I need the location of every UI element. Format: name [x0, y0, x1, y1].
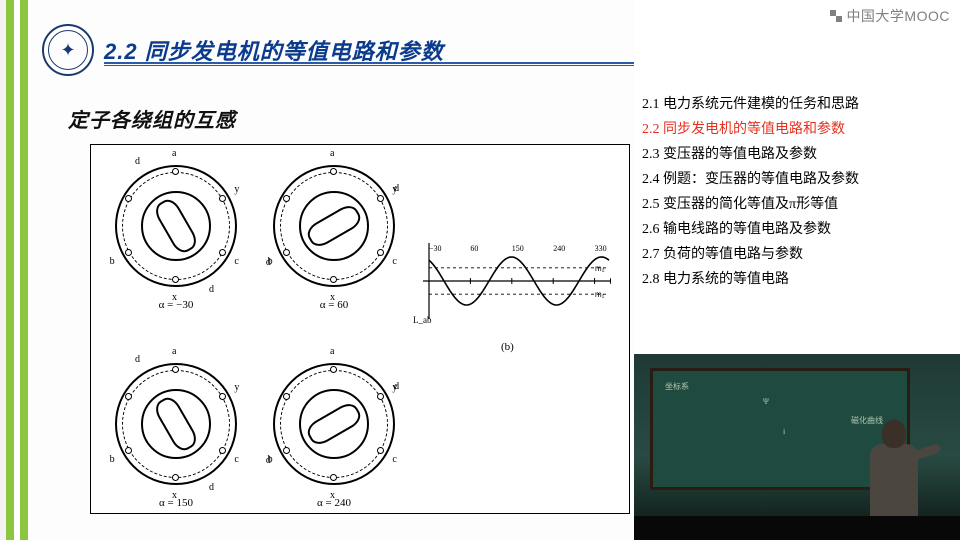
section-title: 同步发电机的等值电路和参数 — [145, 39, 444, 64]
sine-svg: −3060150240330αm₂m₁L_ab — [411, 231, 611, 341]
slide-title-bar: 2.2 同步发电机的等值电路和参数 — [42, 24, 622, 76]
slide: 2.2 同步发电机的等值电路和参数 定子各绕组的互感 −30 60 150 240 33… — [28, 0, 634, 540]
svg-text:m₁: m₁ — [595, 290, 605, 299]
toc: 2.1 电力系统元件建模的任务和思路2.2 同步发电机的等值电路和参数2.3 变… — [642, 92, 952, 292]
svg-text:60: 60 — [470, 244, 478, 253]
lecture-video-thumbnail[interactable]: 坐标系 磁化曲线 Ψ i — [634, 354, 960, 540]
toc-item[interactable]: 2.7 负荷的等值电路与参数 — [642, 242, 952, 267]
university-seal-icon — [42, 24, 94, 76]
toc-item[interactable]: 2.3 变压器的等值电路及参数 — [642, 142, 952, 167]
rotor-diagram: abcxyddα = 60 — [265, 157, 403, 295]
toc-item[interactable]: 2.6 输电线路的等值电路及参数 — [642, 217, 952, 242]
chalk-text: Ψ — [763, 397, 769, 406]
toc-item[interactable]: 2.1 电力系统元件建模的任务和思路 — [642, 92, 952, 117]
sine-plot: −3060150240330αm₂m₁L_ab (b) — [411, 231, 611, 351]
svg-text:240: 240 — [553, 244, 565, 253]
stripe-2 — [6, 0, 14, 540]
section-number: 2.2 — [104, 39, 138, 64]
platform-watermark: 中国大学MOOC — [830, 6, 950, 26]
rotor-diagram: abcxyddα = 150 — [107, 355, 245, 493]
svg-text:L_ab: L_ab — [413, 315, 432, 325]
rotor-diagram: abcxyddα = −30 — [107, 157, 245, 295]
watermark-text: 中国大学MOOC — [846, 6, 950, 26]
toc-item[interactable]: 2.2 同步发电机的等值电路和参数 — [642, 117, 952, 142]
sine-caption: (b) — [501, 341, 514, 353]
svg-text:330: 330 — [595, 244, 607, 253]
rotor-diagram: abcxyddα = 240 — [265, 355, 403, 493]
desk — [634, 516, 960, 540]
chalk-text: 坐标系 — [665, 381, 689, 392]
mooc-logo-icon — [830, 10, 842, 22]
toc-item[interactable]: 2.5 变压器的简化等值及π形等值 — [642, 192, 952, 217]
svg-text:150: 150 — [512, 244, 524, 253]
toc-item[interactable]: 2.8 电力系统的等值电路 — [642, 267, 952, 292]
stripe-4 — [20, 0, 28, 540]
toc-item[interactable]: 2.4 例题：变压器的等值电路及参数 — [642, 167, 952, 192]
accent-stripes — [0, 0, 28, 540]
title-underline — [104, 62, 634, 66]
figure: −3060150240330αm₂m₁L_ab (b) abcxyddα = −… — [90, 144, 630, 514]
sidebar: 中国大学MOOC 2.1 电力系统元件建模的任务和思路2.2 同步发电机的等值电… — [634, 0, 960, 540]
chalk-text: i — [783, 427, 785, 436]
slide-subtitle: 定子各绕组的互感 — [68, 104, 236, 133]
svg-text:−30: −30 — [429, 244, 442, 253]
svg-text:m₂: m₂ — [595, 264, 605, 273]
